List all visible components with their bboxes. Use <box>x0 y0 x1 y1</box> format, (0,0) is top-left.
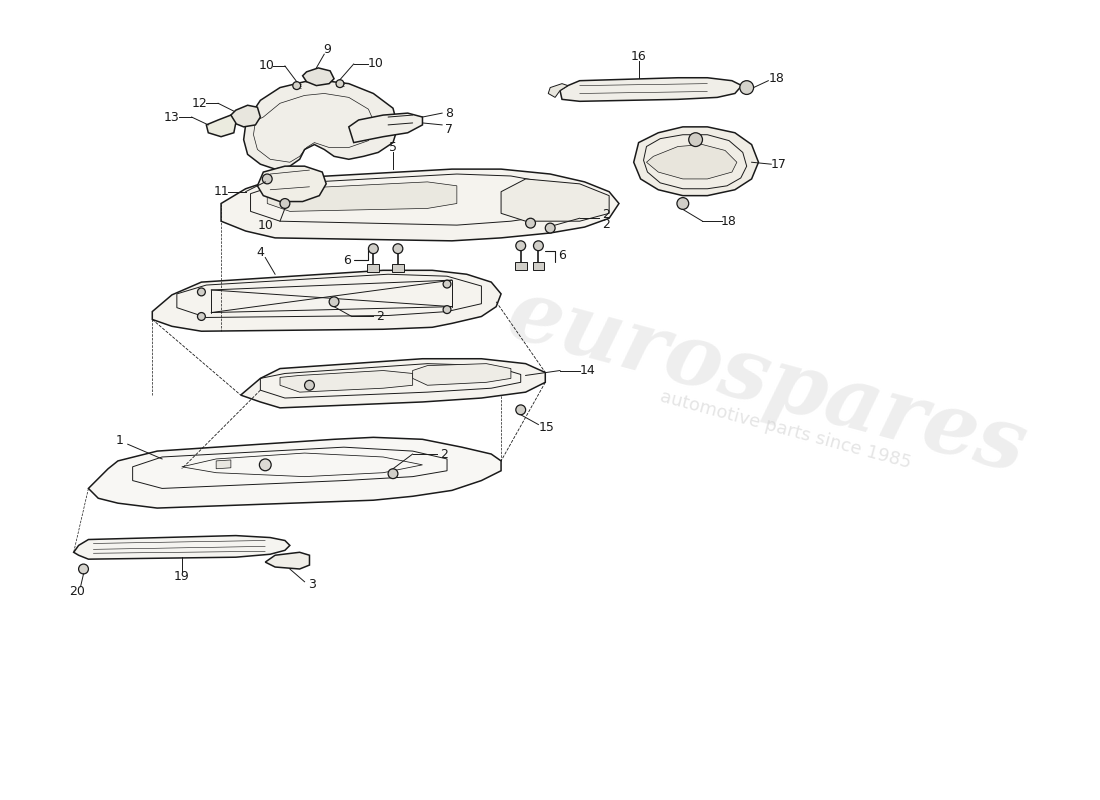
Text: 5: 5 <box>389 141 397 154</box>
Text: 4: 4 <box>256 246 264 259</box>
Text: 1: 1 <box>116 434 124 446</box>
Text: 6: 6 <box>558 249 565 262</box>
Text: 2: 2 <box>603 208 611 221</box>
Polygon shape <box>548 84 568 98</box>
Circle shape <box>329 297 339 306</box>
Polygon shape <box>647 145 737 179</box>
Polygon shape <box>302 68 334 86</box>
Text: 8: 8 <box>446 106 453 120</box>
Polygon shape <box>88 438 502 508</box>
Circle shape <box>293 82 300 90</box>
Polygon shape <box>560 78 741 102</box>
Text: 7: 7 <box>446 123 453 136</box>
Polygon shape <box>532 262 544 270</box>
Polygon shape <box>502 179 609 221</box>
Polygon shape <box>412 364 510 386</box>
Text: 10: 10 <box>258 59 274 73</box>
Text: 16: 16 <box>630 50 647 62</box>
Circle shape <box>198 288 206 296</box>
Polygon shape <box>152 270 502 331</box>
Circle shape <box>393 244 403 254</box>
Polygon shape <box>207 115 235 137</box>
Text: 2: 2 <box>376 310 384 323</box>
Polygon shape <box>280 370 412 392</box>
Text: automotive parts since 1985: automotive parts since 1985 <box>659 387 913 472</box>
Text: 12: 12 <box>191 97 207 110</box>
Circle shape <box>305 380 315 390</box>
Circle shape <box>740 81 754 94</box>
Text: 18: 18 <box>768 72 784 86</box>
Polygon shape <box>231 106 261 127</box>
Circle shape <box>676 198 689 210</box>
Polygon shape <box>515 262 527 270</box>
Circle shape <box>546 223 556 233</box>
Text: 17: 17 <box>770 158 786 170</box>
Polygon shape <box>267 182 456 211</box>
Text: 9: 9 <box>323 42 331 56</box>
Circle shape <box>388 469 398 478</box>
Polygon shape <box>367 265 380 272</box>
Text: 13: 13 <box>164 110 179 123</box>
Polygon shape <box>392 265 404 272</box>
Text: 3: 3 <box>308 578 317 591</box>
Circle shape <box>260 459 272 470</box>
Circle shape <box>526 218 536 228</box>
Text: 18: 18 <box>722 214 737 228</box>
Circle shape <box>689 133 703 146</box>
Circle shape <box>262 174 272 184</box>
Circle shape <box>516 405 526 414</box>
Circle shape <box>198 313 206 321</box>
Circle shape <box>280 198 289 209</box>
Text: 10: 10 <box>257 218 273 232</box>
Text: 2: 2 <box>440 447 448 461</box>
Polygon shape <box>74 535 289 559</box>
Polygon shape <box>265 552 309 569</box>
Circle shape <box>443 306 451 314</box>
Polygon shape <box>244 81 398 169</box>
Text: 6: 6 <box>343 254 351 267</box>
Polygon shape <box>216 460 231 469</box>
Polygon shape <box>634 127 759 196</box>
Text: 15: 15 <box>538 421 554 434</box>
Text: 19: 19 <box>174 570 189 583</box>
Circle shape <box>368 244 378 254</box>
Circle shape <box>78 564 88 574</box>
Circle shape <box>443 280 451 288</box>
Text: 11: 11 <box>213 186 229 198</box>
Polygon shape <box>221 169 619 241</box>
Text: eurospares: eurospares <box>498 271 1035 490</box>
Circle shape <box>534 241 543 250</box>
Text: 10: 10 <box>367 58 383 70</box>
Text: 2: 2 <box>603 218 611 230</box>
Circle shape <box>516 241 526 250</box>
Polygon shape <box>349 113 422 142</box>
Circle shape <box>336 80 344 87</box>
Text: 14: 14 <box>580 364 595 377</box>
Polygon shape <box>241 358 546 408</box>
Polygon shape <box>257 166 327 202</box>
Text: 20: 20 <box>68 585 85 598</box>
